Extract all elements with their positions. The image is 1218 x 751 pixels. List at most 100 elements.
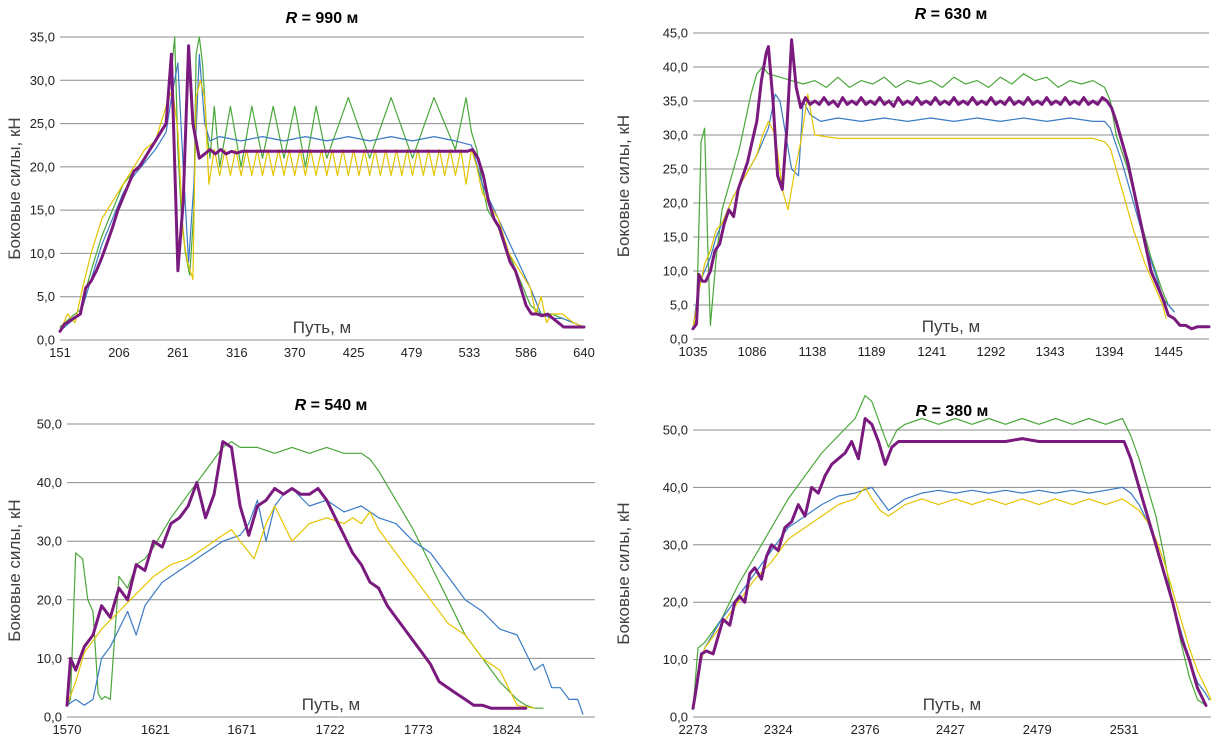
x-tick-label: 1773 — [404, 722, 433, 737]
series-line-2 — [66, 487, 584, 715]
series-line-3 — [692, 93, 1167, 330]
y-tick-label: 35,0 — [663, 94, 688, 109]
y-tick-label: 30,0 — [30, 73, 55, 88]
y-tick-label: 10,0 — [37, 651, 62, 666]
y-tick-label: 25,0 — [30, 116, 55, 131]
y-tick-label: 5,0 — [37, 289, 55, 304]
y-axis-label: Боковые силы, кН — [5, 499, 24, 641]
y-tick-label: 30,0 — [663, 537, 688, 552]
chart-title-text: = 540 м — [306, 397, 367, 414]
series-line-4 — [691, 38, 1211, 331]
series-line-1 — [66, 440, 544, 709]
x-tick-label: 586 — [515, 345, 537, 360]
x-axis-label: Путь, м — [302, 695, 361, 714]
y-tick-label: 50,0 — [37, 417, 62, 432]
x-tick-label: 1292 — [977, 344, 1006, 359]
y-tick-label: 30,0 — [663, 128, 688, 143]
x-tick-label: 1189 — [858, 344, 886, 359]
x-axis-label: Путь, м — [922, 317, 981, 336]
y-axis-label: Боковые силы, кН — [614, 502, 633, 644]
x-tick-label: 1394 — [1095, 344, 1124, 359]
y-axis-label: Боковые силы, кН — [5, 117, 24, 259]
chart-panel-r380: R = 380 м 0,0 10,0 20,0 30,0 40,0 50,0 2273 2324… — [609, 376, 1218, 751]
y-tick-label: 20,0 — [30, 159, 55, 174]
y-tick-label: 50,0 — [663, 423, 688, 438]
chart-title: R = 630 м — [915, 6, 988, 23]
chart-panel-r540: R = 540 м 0,0 10,0 20,0 30,0 40,0 50,0 1570 1621… — [0, 376, 609, 751]
series-line-3 — [59, 79, 585, 332]
x-tick-label: 261 — [167, 345, 189, 360]
chart-panel-r630: R = 630 м 0,0 5,0 10,0 15,0 20,0 25,0 30,0 35,0 4… — [609, 0, 1218, 375]
x-tick-label: 479 — [401, 345, 423, 360]
x-tick-label: 533 — [458, 345, 480, 360]
chart-title-text: = 990 м — [297, 10, 358, 27]
series-line-4 — [691, 417, 1208, 710]
x-tick-label: 2531 — [1110, 722, 1139, 737]
y-tick-label: 10,0 — [663, 652, 688, 667]
x-tick-label: 151 — [49, 345, 71, 360]
x-tick-label: 2273 — [679, 722, 708, 737]
x-tick-label: 1086 — [738, 344, 767, 359]
x-tick-label: 370 — [284, 345, 306, 360]
y-tick-label: 45,0 — [663, 26, 688, 41]
chart-svg: R = 630 м 0,0 5,0 10,0 15,0 20,0 25,0 30,0 35,0 4… — [614, 6, 1211, 359]
x-tick-label: 425 — [343, 345, 365, 360]
x-tick-label: 2427 — [936, 722, 965, 737]
chart-title-text: = 380 м — [927, 403, 988, 420]
series-line-2 — [692, 486, 1210, 709]
x-tick-label: 1824 — [492, 722, 521, 737]
series-line-3 — [66, 505, 536, 709]
y-tick-label: 5,0 — [670, 298, 688, 313]
series-line-2 — [59, 53, 585, 332]
chart-title-var: R — [916, 403, 928, 420]
x-tick-label: 1138 — [798, 344, 826, 359]
y-tick-label: 15,0 — [30, 203, 55, 218]
x-tick-label: 2479 — [1023, 722, 1052, 737]
chart-title-var: R — [286, 10, 298, 27]
chart-title: R = 380 м — [916, 403, 989, 420]
x-tick-label: 2324 — [764, 722, 793, 737]
chart-svg: R = 990 м 0,0 5,0 10,0 15,0 20,0 25,0 30,0 35,0 1… — [5, 10, 595, 360]
chart-title: R = 990 м — [286, 10, 359, 27]
x-tick-label: 1570 — [53, 722, 82, 737]
y-tick-label: 40,0 — [663, 480, 688, 495]
x-tick-label: 1445 — [1154, 344, 1183, 359]
x-tick-label: 206 — [108, 345, 130, 360]
chart-title: R = 540 м — [295, 397, 368, 414]
y-tick-label: 20,0 — [37, 592, 62, 607]
y-tick-label: 10,0 — [663, 264, 688, 279]
series-line-4 — [58, 44, 586, 333]
x-axis-label: Путь, м — [923, 695, 982, 714]
y-tick-label: 40,0 — [37, 475, 62, 490]
series-line-3 — [692, 486, 1212, 709]
x-tick-label: 1343 — [1036, 344, 1065, 359]
y-tick-label: 20,0 — [663, 595, 688, 610]
y-axis-label: Боковые силы, кН — [614, 115, 633, 257]
series-line-4 — [65, 440, 528, 710]
chart-title-var: R — [915, 6, 927, 23]
chart-svg: R = 380 м 0,0 10,0 20,0 30,0 40,0 50,0 2273 2324… — [614, 395, 1212, 737]
y-tick-label: 30,0 — [37, 534, 62, 549]
x-tick-label: 1722 — [316, 722, 345, 737]
y-tick-label: 40,0 — [663, 60, 688, 75]
x-tick-label: 1241 — [917, 344, 946, 359]
x-tick-label: 1035 — [679, 344, 708, 359]
chart-svg: R = 540 м 0,0 10,0 20,0 30,0 40,0 50,0 1570 1621… — [5, 397, 595, 737]
x-tick-label: 640 — [573, 345, 595, 360]
x-tick-label: 1671 — [227, 722, 256, 737]
series-line-1 — [692, 395, 1207, 709]
chart-panel-r990: R = 990 м 0,0 5,0 10,0 15,0 20,0 25,0 30,0 35,0 1… — [0, 0, 609, 375]
y-tick-label: 10,0 — [30, 246, 55, 261]
chart-title-var: R — [295, 397, 307, 414]
y-tick-label: 25,0 — [663, 162, 688, 177]
y-tick-label: 0,0 — [37, 333, 55, 348]
y-tick-label: 0,0 — [670, 710, 688, 725]
series-line-1 — [692, 66, 1175, 330]
y-tick-label: 0,0 — [44, 710, 62, 725]
chart-title-text: = 630 м — [926, 6, 987, 23]
y-tick-label: 35,0 — [30, 30, 55, 45]
x-tick-label: 316 — [226, 345, 248, 360]
y-tick-label: 20,0 — [663, 196, 688, 211]
x-tick-label: 2376 — [851, 722, 880, 737]
x-tick-label: 1621 — [141, 722, 170, 737]
